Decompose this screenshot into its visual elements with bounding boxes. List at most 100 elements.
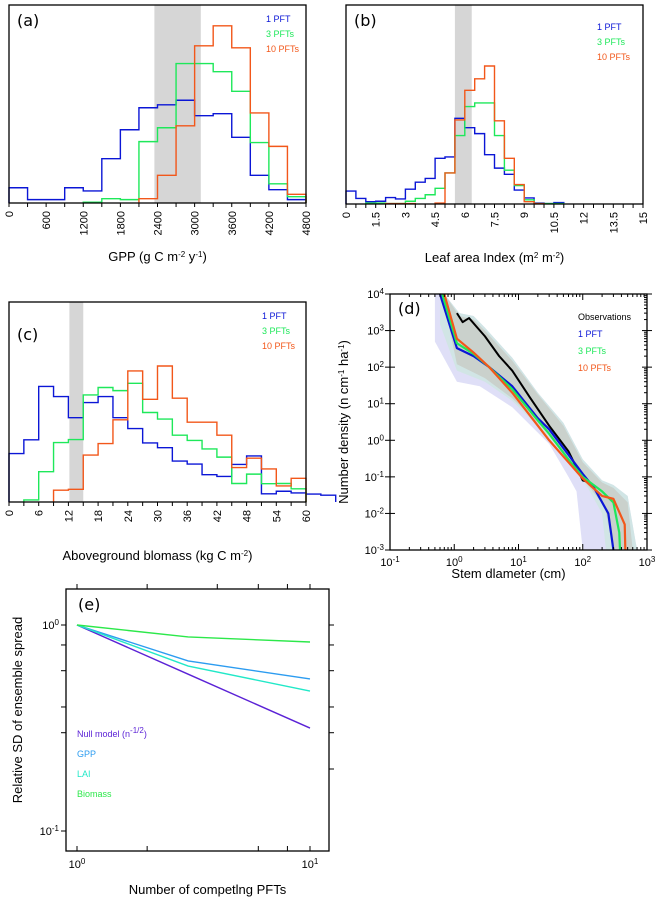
legend-entry: 10 PFTs (578, 363, 612, 373)
text-run: 10 (367, 326, 379, 338)
histogram-series-10-pfts (138, 25, 307, 203)
x-tick-label: 101 (302, 857, 319, 872)
x-tick-label: 4.5 (430, 212, 442, 227)
superscript: 0 (81, 857, 86, 866)
y-tick-label: 101 (367, 396, 384, 411)
x-tick-label: 24 (123, 510, 135, 522)
panel-label: (d) (398, 299, 421, 318)
text-run: 10 (302, 859, 314, 871)
text-run: 10 (40, 826, 52, 838)
x-tick-label: 600 (41, 211, 53, 229)
x-tick-label: 10-1 (380, 555, 400, 570)
panel-d: 10-1 100 101 102 10310410310210110010-110-21… (336, 287, 656, 582)
x-tick-label: 1800 (115, 211, 127, 235)
text-run: 10 (574, 557, 586, 569)
x-tick-label: 103 (639, 555, 656, 570)
text-run: Number density (n cm (336, 377, 351, 504)
superscript: -1 (52, 824, 60, 833)
superscript: 1 (314, 857, 319, 866)
text-run: ) (336, 340, 351, 344)
superscript: 2 (587, 555, 592, 564)
text-run: Null model (n (77, 729, 130, 739)
text-run: 10 (42, 620, 54, 632)
legend-entry: Null model (n-1/2) (77, 726, 147, 740)
panel-label: (b) (354, 11, 377, 30)
legend-entry: 3 PFTs (578, 346, 607, 356)
observed-range-band (69, 302, 84, 502)
x-tick-label: 100 (446, 555, 463, 570)
x-tick-label: 15 (638, 212, 650, 224)
legend-entry: 1 PFT (262, 311, 287, 321)
text-run: ha (336, 351, 351, 370)
text-run: GPP (g C m (108, 249, 178, 264)
panel-c: 0 6 12 18 24 30 36 42 48 54 60 Aboveground blomass … (4, 301, 337, 563)
x-tick-label: 54 (271, 510, 283, 522)
y-axis-label: Number density (n cm-1 ha-1) (336, 340, 351, 504)
x-tick-label: 102 (574, 555, 591, 570)
superscript: 4 (380, 287, 385, 296)
text-run: 10 (365, 472, 377, 484)
x-tick-label: 1200 (78, 211, 90, 235)
superscript: 2 (380, 360, 385, 369)
superscript: -2 (178, 250, 186, 259)
legend-entry: 3 PFTs (266, 29, 295, 39)
text-run: ) (202, 249, 206, 264)
text-run: Biomass (77, 789, 112, 799)
superscript: -3 (377, 543, 385, 552)
x-tick-label: 0 (4, 510, 16, 516)
legend-entry: 10 PFTs (597, 52, 631, 62)
text-run: 10 (365, 508, 377, 520)
text-run: 10 (367, 289, 379, 301)
legend-entry: 3 PFTs (262, 326, 291, 336)
legend-entry: Biomass (77, 789, 112, 799)
text-run: m (538, 250, 552, 265)
panel-label: (e) (78, 595, 100, 614)
y-tick-label: 102 (367, 360, 384, 375)
panel-a: 0 600 1200 1800 2400 3000 3600 4200 4800 GPP (g C… (4, 4, 313, 264)
x-tick-label: 0 (341, 212, 353, 218)
panel-label: (a) (17, 11, 39, 30)
x-tick-label: 30 (153, 510, 165, 522)
y-tick-label: 10-3 (365, 543, 385, 558)
superscript: -1/2 (130, 726, 144, 735)
histogram-series-10-pfts (52, 365, 307, 502)
text-run: 10 (510, 557, 522, 569)
superscript: -2 (241, 549, 249, 558)
text-run: ) (248, 548, 252, 563)
text-run: 10 (446, 557, 458, 569)
panel-label: (c) (17, 325, 38, 344)
line-series-gpp (76, 624, 311, 680)
y-tick-label: 100 (42, 618, 59, 633)
x-tick-label: 48 (242, 510, 254, 522)
x-tick-label: 10.5 (549, 212, 561, 233)
y-tick-label: 104 (367, 287, 384, 302)
x-tick-label: 9 (519, 212, 531, 218)
x-tick-label: 4200 (264, 211, 276, 235)
y-tick-label: 10-1 (40, 824, 60, 839)
x-tick-label: 3600 (227, 211, 239, 235)
spread-band-10pfts (442, 294, 633, 550)
text-run: 10 (367, 362, 379, 374)
text-run: Leaf area Index (m (425, 250, 534, 265)
observed-range-band (154, 5, 201, 203)
text-run: 10 (69, 859, 81, 871)
text-run: ) (560, 250, 564, 265)
histogram-series-3-pfts (23, 382, 307, 502)
superscript: 0 (458, 555, 463, 564)
text-run: ) (144, 729, 147, 739)
superscript: 0 (55, 618, 60, 627)
x-tick-label: 13.5 (608, 212, 620, 233)
line-series-lai (76, 624, 311, 692)
line-series-observations (456, 312, 591, 484)
x-tick-label: 4800 (301, 211, 313, 235)
x-tick-label: 2400 (153, 211, 165, 235)
superscript: 0 (380, 433, 385, 442)
text-run: 10 (367, 399, 379, 411)
superscript: -1 (337, 369, 346, 377)
superscript: -1 (337, 344, 346, 352)
x-axis-label: GPP (g C m-2 y-1) (108, 249, 207, 264)
text-run: 10 (367, 435, 379, 447)
x-tick-label: 42 (212, 510, 224, 522)
histogram-series-1-pft (8, 99, 307, 203)
